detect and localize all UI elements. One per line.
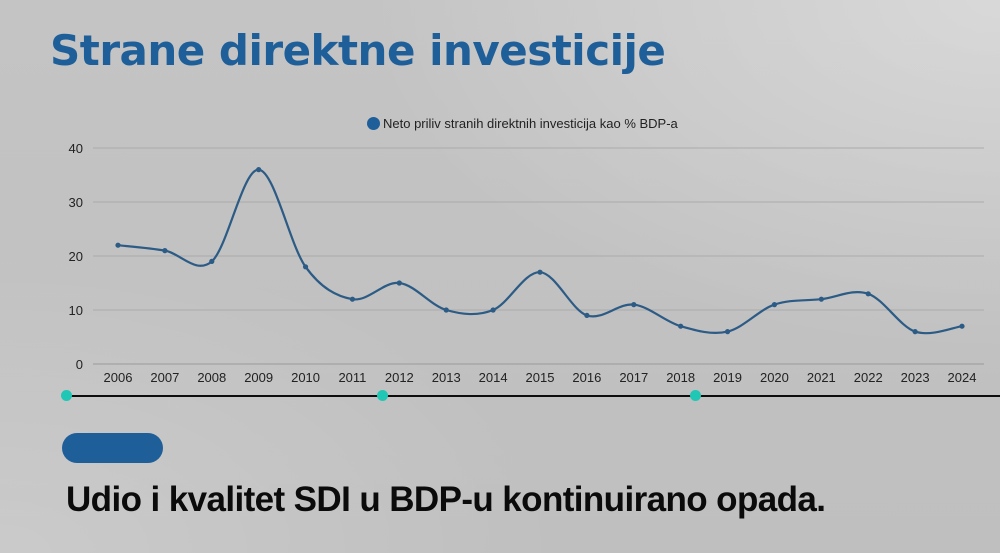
x-tick-label: 2008 — [197, 370, 226, 385]
x-tick-label: 2006 — [104, 370, 133, 385]
data-point — [865, 291, 871, 297]
x-tick-label: 2007 — [150, 370, 179, 385]
x-tick-label: 2017 — [619, 370, 648, 385]
data-point — [396, 280, 402, 286]
data-point — [771, 302, 778, 308]
data-point — [959, 323, 965, 329]
y-tick-label: 30 — [69, 195, 83, 210]
data-point — [537, 269, 543, 275]
y-tick-label: 40 — [69, 141, 83, 156]
x-tick-label: 2009 — [244, 370, 273, 385]
chart-legend: Neto priliv stranih direktnih investicij… — [367, 116, 678, 131]
x-tick-label: 2020 — [760, 370, 789, 385]
legend-label: Neto priliv stranih direktnih investicij… — [383, 116, 678, 131]
data-point — [256, 167, 262, 173]
x-tick-label: 2022 — [854, 370, 883, 385]
data-point — [162, 248, 168, 254]
data-point — [912, 329, 918, 335]
data-point — [302, 264, 309, 270]
legend-marker-icon — [367, 117, 380, 130]
data-point — [631, 302, 637, 308]
x-tick-label: 2011 — [338, 370, 366, 385]
x-tick-label: 2012 — [385, 370, 414, 385]
timeline-divider — [66, 395, 1000, 397]
caption-text: Udio i kvalitet SDI u BDP-u kontinuirano… — [66, 480, 826, 519]
x-tick-label: 2018 — [666, 370, 695, 385]
data-point — [349, 296, 356, 302]
data-point — [443, 307, 449, 313]
x-tick-label: 2014 — [479, 370, 508, 385]
y-tick-label: 0 — [76, 357, 83, 372]
data-point — [490, 307, 496, 313]
x-tick-label: 2016 — [572, 370, 601, 385]
timeline-dot — [690, 390, 701, 401]
data-point — [724, 329, 731, 335]
data-point — [209, 258, 215, 264]
data-point — [678, 323, 684, 329]
accent-pill — [62, 433, 163, 463]
y-tick-label: 20 — [69, 249, 83, 264]
x-tick-label: 2013 — [432, 370, 461, 385]
x-tick-label: 2023 — [901, 370, 930, 385]
timeline-dot — [377, 390, 388, 401]
x-tick-label: 2010 — [291, 370, 320, 385]
page-title: Strane direktne investicije — [50, 26, 666, 75]
data-point — [584, 312, 590, 318]
x-tick-label: 2021 — [807, 370, 836, 385]
line-chart: 0 10 20 30 40 2006 2007 2008 2009 2010 2011 2012 201… — [69, 141, 984, 385]
x-tick-label: 2019 — [713, 370, 742, 385]
x-tick-label: 2024 — [948, 370, 977, 385]
data-line — [117, 168, 963, 335]
x-tick-label: 2015 — [526, 370, 555, 385]
timeline-dot — [61, 390, 72, 401]
data-point — [115, 242, 121, 248]
data-point — [818, 296, 824, 302]
y-tick-label: 10 — [69, 303, 83, 318]
